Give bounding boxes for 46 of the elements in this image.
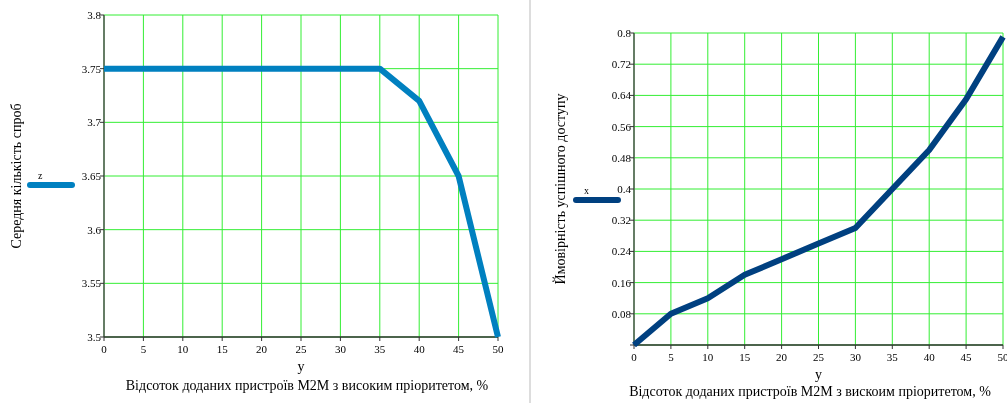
x-tick-label: 45	[453, 343, 465, 355]
y-tick-label: 3.55	[81, 277, 102, 290]
x-tick-label: 50	[492, 343, 504, 355]
y-tick-label: 0.56	[611, 120, 632, 133]
y-tick-label: 3.8	[87, 9, 102, 21]
x-tick-label: 10	[177, 343, 189, 355]
x-axis-title: y	[297, 359, 305, 374]
y-tick-label: 0.16	[611, 276, 632, 289]
text: Відсоток доданих пристроїв M2M з високим пріоритетом, %	[125, 378, 489, 393]
y-tick-label: 3.6	[87, 223, 102, 236]
y-tick-label: 0.4	[617, 183, 632, 195]
x-tick-label: 20	[256, 343, 268, 355]
x-tick-label: 5	[140, 343, 147, 355]
x-tick-label: 25	[295, 343, 307, 355]
x-tick-label: 40	[413, 343, 426, 355]
y-tick-label: 3.5	[87, 331, 102, 343]
text: z	[38, 170, 43, 181]
y-tick-label: 0.08	[611, 307, 632, 320]
y-tick-label: 0.24	[611, 245, 632, 258]
x-tick-label: 45	[960, 351, 973, 363]
y-tick-label: 3.65	[81, 170, 102, 182]
y-axis-title: Ймовірність успішного доступу	[551, 93, 568, 285]
x-tick-label: 15	[739, 351, 751, 363]
x-tick-label: 30	[849, 351, 862, 363]
y-tick-label: 0.32	[611, 214, 631, 227]
text: x	[584, 185, 589, 196]
x-tick-label: 0	[631, 351, 638, 363]
x-tick-label: 35	[374, 343, 386, 355]
y-axis-title: Середня кількість спроб	[8, 103, 24, 249]
x-tick-label: 20	[776, 351, 788, 363]
x-tick-label: 10	[702, 351, 714, 363]
x-tick-label: 25	[813, 351, 825, 363]
x-tick-label: 15	[216, 343, 229, 355]
y-tick-label: 3.75	[81, 62, 102, 75]
x-tick-label: 30	[334, 343, 347, 355]
y-tick-label: 0.72	[611, 58, 631, 71]
y-tick-label: 0.8	[617, 27, 632, 39]
text: Відсоток доданих пристроїв M2M з вискоим пріоритетом, %	[629, 384, 992, 399]
x-tick-label: 35	[886, 351, 899, 363]
x-tick-label: 40	[923, 351, 936, 363]
x-tick-label: 0	[101, 343, 108, 355]
y-tick-label: 0.64	[611, 89, 632, 102]
x-tick-label: 5	[668, 351, 675, 363]
y-tick-label: 0.48	[611, 151, 632, 164]
y-tick-label: 3.7	[87, 116, 102, 129]
x-axis-title: y	[815, 367, 822, 382]
